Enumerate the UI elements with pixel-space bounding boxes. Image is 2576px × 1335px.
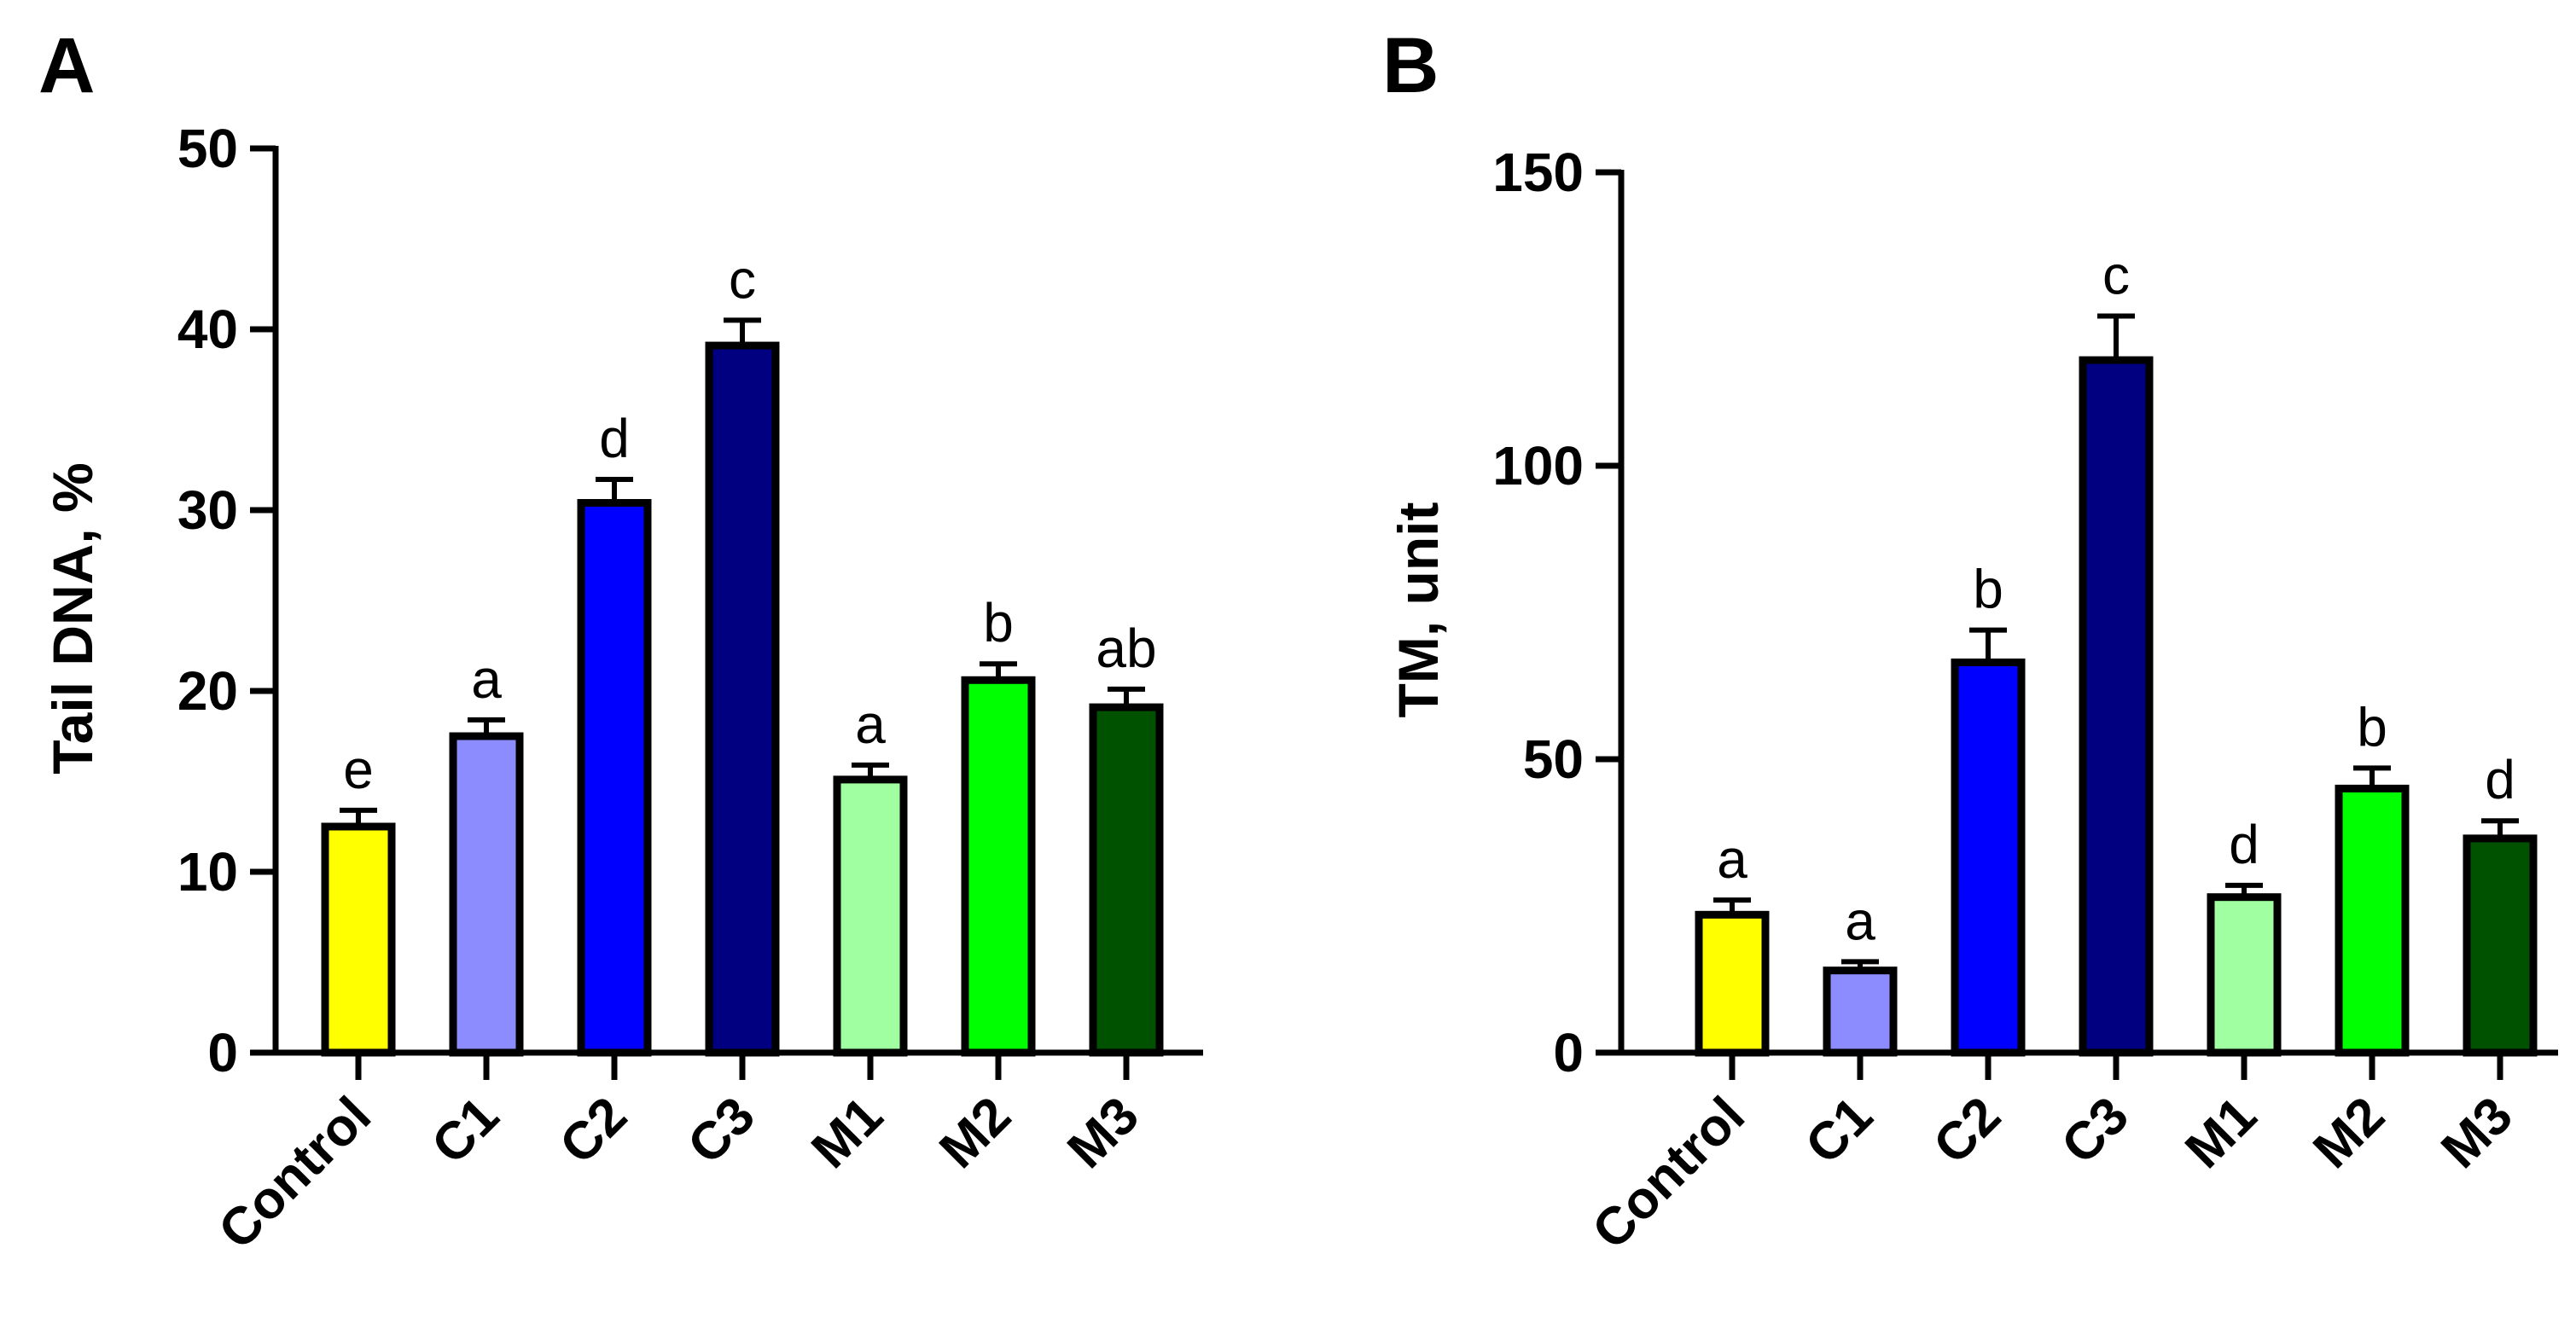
category-label-a-6: M3 xyxy=(1056,1086,1150,1180)
category-label-b-6: M3 xyxy=(2430,1086,2524,1180)
panel-letter-b: B xyxy=(1382,22,1439,109)
bar-b-6 xyxy=(2463,834,2538,1057)
significance-label-a-5: b xyxy=(983,592,1014,653)
significance-label-a-3: c xyxy=(729,248,756,310)
y-tick-label-a-4: 40 xyxy=(177,299,238,360)
significance-label-a-2: d xyxy=(599,408,630,469)
category-label-b-5: M2 xyxy=(2302,1086,2396,1180)
significance-label-a-4: a xyxy=(855,694,886,755)
y-tick-label-a-1: 10 xyxy=(177,841,238,903)
bar-a-6 xyxy=(1089,703,1164,1057)
category-label-a-5: M2 xyxy=(928,1086,1022,1180)
significance-label-b-5: b xyxy=(2357,696,2387,757)
bar-a-3 xyxy=(705,341,780,1057)
y-tick-label-a-3: 30 xyxy=(177,479,238,541)
bar-b-1 xyxy=(1823,966,1898,1057)
category-label-b-0: Control xyxy=(1581,1086,1756,1261)
bar-a-2 xyxy=(577,499,652,1057)
y-axis-title-a: Tail DNA, % xyxy=(41,462,104,774)
category-label-b-3: C3 xyxy=(2050,1086,2140,1175)
significance-label-b-4: d xyxy=(2229,814,2259,875)
y-tick-label-a-0: 0 xyxy=(207,1022,238,1083)
bar-b-5 xyxy=(2335,784,2410,1057)
y-tick-label-a-5: 50 xyxy=(177,118,238,179)
panel-letter-a: A xyxy=(38,22,95,109)
panel-a-chart: A Tail DNA, % 0 10 20 30 40 50 e Control a C1 d C2 c… xyxy=(38,22,1203,1261)
bar-b-4 xyxy=(2207,893,2282,1057)
bars-group-b: 0 50 100 150 a Control a C1 b C2 c C3 d M1 b M2 d M3 xyxy=(1492,142,2558,1261)
y-tick-label-b-0: 0 xyxy=(1553,1022,1584,1083)
bar-a-1 xyxy=(449,732,524,1057)
category-label-a-1: C1 xyxy=(421,1086,510,1175)
significance-label-b-0: a xyxy=(1717,828,1747,890)
y-tick-label-b-1: 50 xyxy=(1523,728,1584,790)
significance-label-a-0: e xyxy=(343,739,374,800)
y-tick-label-a-2: 20 xyxy=(177,660,238,722)
bars-group-a: 0 10 20 30 40 50 e Control a C1 d C2 c C3 a M1 b M2 ab M3 xyxy=(177,118,1203,1261)
category-label-b-2: C2 xyxy=(1922,1086,2012,1175)
category-label-b-1: C1 xyxy=(1794,1086,1884,1175)
significance-label-b-2: b xyxy=(1973,559,2003,620)
category-label-a-3: C3 xyxy=(677,1086,766,1175)
significance-label-a-6: ab xyxy=(1096,618,1156,679)
significance-label-b-1: a xyxy=(1845,890,1875,951)
bar-a-0 xyxy=(321,822,396,1057)
bar-b-0 xyxy=(1695,910,1770,1057)
panel-b-chart: B TM, unit 0 50 100 150 a Control a C1 b C2 c C3 d M1… xyxy=(1382,22,2558,1261)
y-tick-label-b-2: 100 xyxy=(1492,435,1584,496)
bar-a-4 xyxy=(833,775,908,1057)
y-tick-label-b-3: 150 xyxy=(1492,142,1584,203)
category-label-a-0: Control xyxy=(207,1086,382,1261)
bar-b-3 xyxy=(2079,356,2154,1057)
significance-label-a-1: a xyxy=(471,648,502,710)
significance-label-b-3: c xyxy=(2102,245,2130,306)
category-label-a-4: M1 xyxy=(800,1086,894,1180)
bar-b-2 xyxy=(1951,658,2026,1057)
category-label-b-4: M1 xyxy=(2174,1086,2268,1180)
significance-label-b-6: d xyxy=(2485,749,2515,810)
category-label-a-2: C2 xyxy=(549,1086,638,1175)
bar-a-5 xyxy=(961,676,1036,1057)
y-axis-title-b: TM, unit xyxy=(1387,502,1450,718)
